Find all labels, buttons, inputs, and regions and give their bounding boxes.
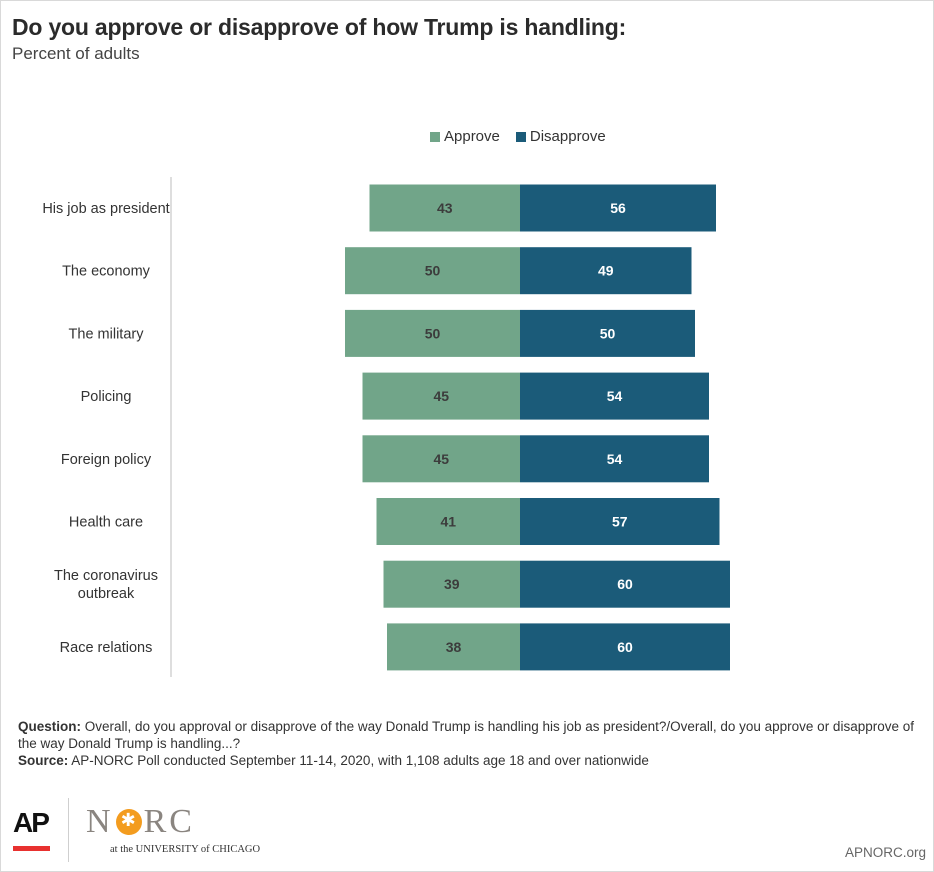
category-label: Policing — [81, 389, 132, 405]
chart-title: Do you approve or disapprove of how Trum… — [12, 14, 627, 40]
category-label: The economy — [62, 264, 151, 280]
norc-letters-rc: RC — [143, 803, 195, 840]
bar-approve — [345, 247, 520, 295]
data-label-disapprove: 56 — [610, 200, 626, 216]
category-label: The military — [69, 326, 145, 342]
bar-approve — [387, 623, 520, 671]
legend-item-approve: Approve — [430, 128, 500, 145]
data-label-approve: 45 — [433, 388, 449, 404]
bar-approve — [383, 560, 520, 608]
bar-approve — [345, 309, 520, 357]
legend-swatch-disapprove — [515, 131, 526, 142]
chart-subtitle: Percent of adults — [12, 44, 140, 63]
bar-disapprove — [520, 309, 695, 357]
norc-logo: N RC at the UNIVERSITY of CHICAGO — [86, 803, 261, 855]
question-label: Question: — [18, 719, 81, 734]
bar-approve — [369, 184, 520, 232]
bar-disapprove — [520, 498, 720, 545]
data-label-approve: 50 — [425, 325, 441, 341]
data-label-disapprove: 60 — [617, 639, 633, 655]
legend-item-disapprove: Disapprove — [515, 128, 606, 145]
norc-wordmark: N RC — [86, 803, 260, 840]
data-label-disapprove: 50 — [600, 325, 616, 341]
bar-disapprove — [520, 247, 692, 295]
ap-logo-bar — [13, 846, 50, 851]
bar-approve — [376, 498, 520, 545]
data-label-approve: 50 — [425, 263, 441, 279]
data-label-disapprove: 54 — [607, 451, 623, 467]
data-label-disapprove: 60 — [617, 576, 633, 592]
data-label-approve: 45 — [433, 451, 449, 467]
bar-disapprove — [520, 560, 730, 608]
norc-letter-n: N — [86, 803, 114, 840]
data-label-approve: 41 — [440, 514, 456, 530]
question-note: Question: Overall, do you approval or di… — [18, 718, 923, 752]
norc-sun-icon — [115, 803, 142, 839]
data-label-approve: 39 — [444, 576, 460, 592]
bar-disapprove — [520, 623, 730, 671]
legend-label-disapprove: Disapprove — [529, 128, 606, 145]
source-note: Source: AP-NORC Poll conducted September… — [18, 752, 923, 769]
question-text: Overall, do you approval or disapprove o… — [18, 719, 914, 751]
data-label-disapprove: 57 — [612, 514, 628, 530]
ap-logo-text: AP — [13, 807, 50, 838]
source-label: Source: — [18, 753, 69, 768]
bar-approve — [362, 372, 520, 420]
data-label-disapprove: 54 — [607, 388, 623, 404]
category-label: Health care — [69, 515, 143, 531]
data-label-approve: 43 — [437, 200, 453, 216]
norc-subtitle: at the UNIVERSITY of CHICAGO — [110, 844, 261, 855]
chart-notes: Question: Overall, do you approval or di… — [18, 718, 923, 769]
bar-chart: 43 56 His job as president 50 49 The economy 5… — [42, 177, 730, 677]
source-text: AP-NORC Poll conducted September 11-14, … — [71, 753, 649, 768]
bar-disapprove — [520, 435, 709, 483]
bar-approve — [362, 435, 520, 483]
bar-disapprove — [520, 372, 709, 420]
ap-logo: AP — [13, 808, 51, 852]
category-label: The coronavirus outbreak — [54, 568, 158, 602]
legend: Approve Disapprove — [430, 128, 606, 145]
legend-label-approve: Approve — [444, 128, 500, 145]
bar-disapprove — [520, 184, 716, 232]
category-label: Foreign policy — [61, 452, 152, 468]
site-url: APNORC.org — [844, 845, 926, 860]
data-label-approve: 38 — [446, 639, 462, 655]
category-label: Race relations — [60, 640, 153, 656]
legend-swatch-approve — [430, 131, 440, 142]
category-label: His job as president — [42, 201, 169, 217]
data-label-disapprove: 49 — [598, 263, 614, 279]
logo-divider — [68, 798, 69, 862]
